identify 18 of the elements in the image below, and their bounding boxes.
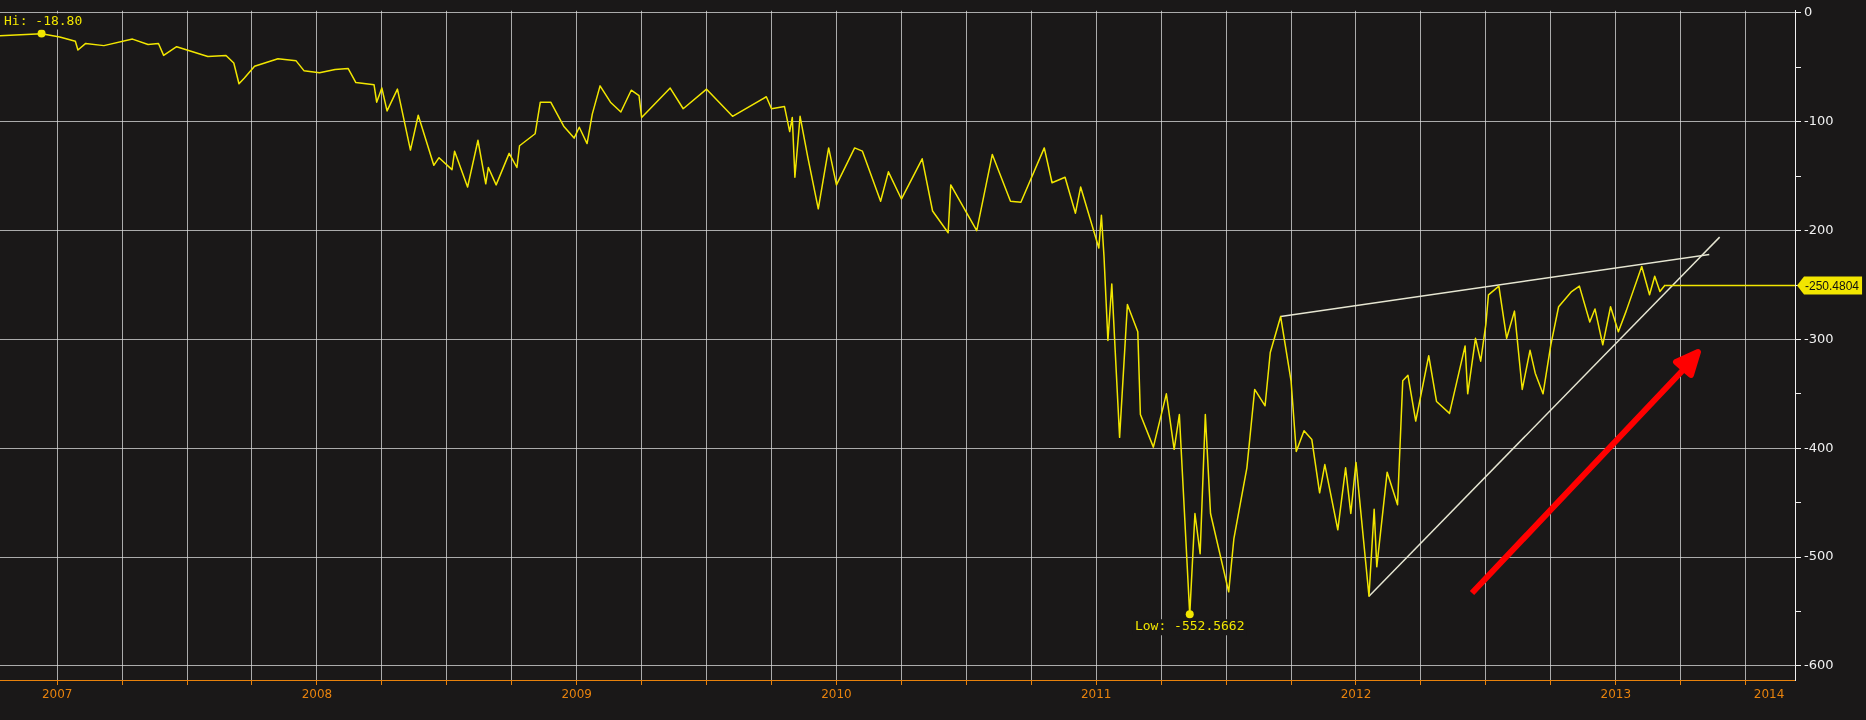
y-tick-label: -200 xyxy=(1804,221,1834,237)
x-tick-label: 2008 xyxy=(301,687,333,702)
x-tick-label: 2007 xyxy=(41,687,73,702)
x-tick-label: 2013 xyxy=(1600,687,1632,702)
y-tick-label: -100 xyxy=(1804,113,1834,129)
y-tick-label: -500 xyxy=(1804,548,1834,564)
x-tick-label: 2011 xyxy=(1080,687,1112,702)
x-tick-label: 2012 xyxy=(1340,687,1372,702)
x-tick-label: 2010 xyxy=(821,687,852,702)
ref-line-label: -250.4804 xyxy=(1805,278,1860,293)
y-tick-label: -300 xyxy=(1804,330,1834,346)
annotation: Low: -552.5662 xyxy=(1134,618,1245,634)
y-tick-label: -600 xyxy=(1804,657,1834,673)
x-tick-label: 2014 xyxy=(1753,687,1785,702)
y-tick-label: 0 xyxy=(1804,4,1813,20)
annotation: Hi: -18.80 xyxy=(4,13,83,29)
x-tick-label: 2009 xyxy=(561,687,592,702)
y-tick-label: -400 xyxy=(1804,439,1834,455)
